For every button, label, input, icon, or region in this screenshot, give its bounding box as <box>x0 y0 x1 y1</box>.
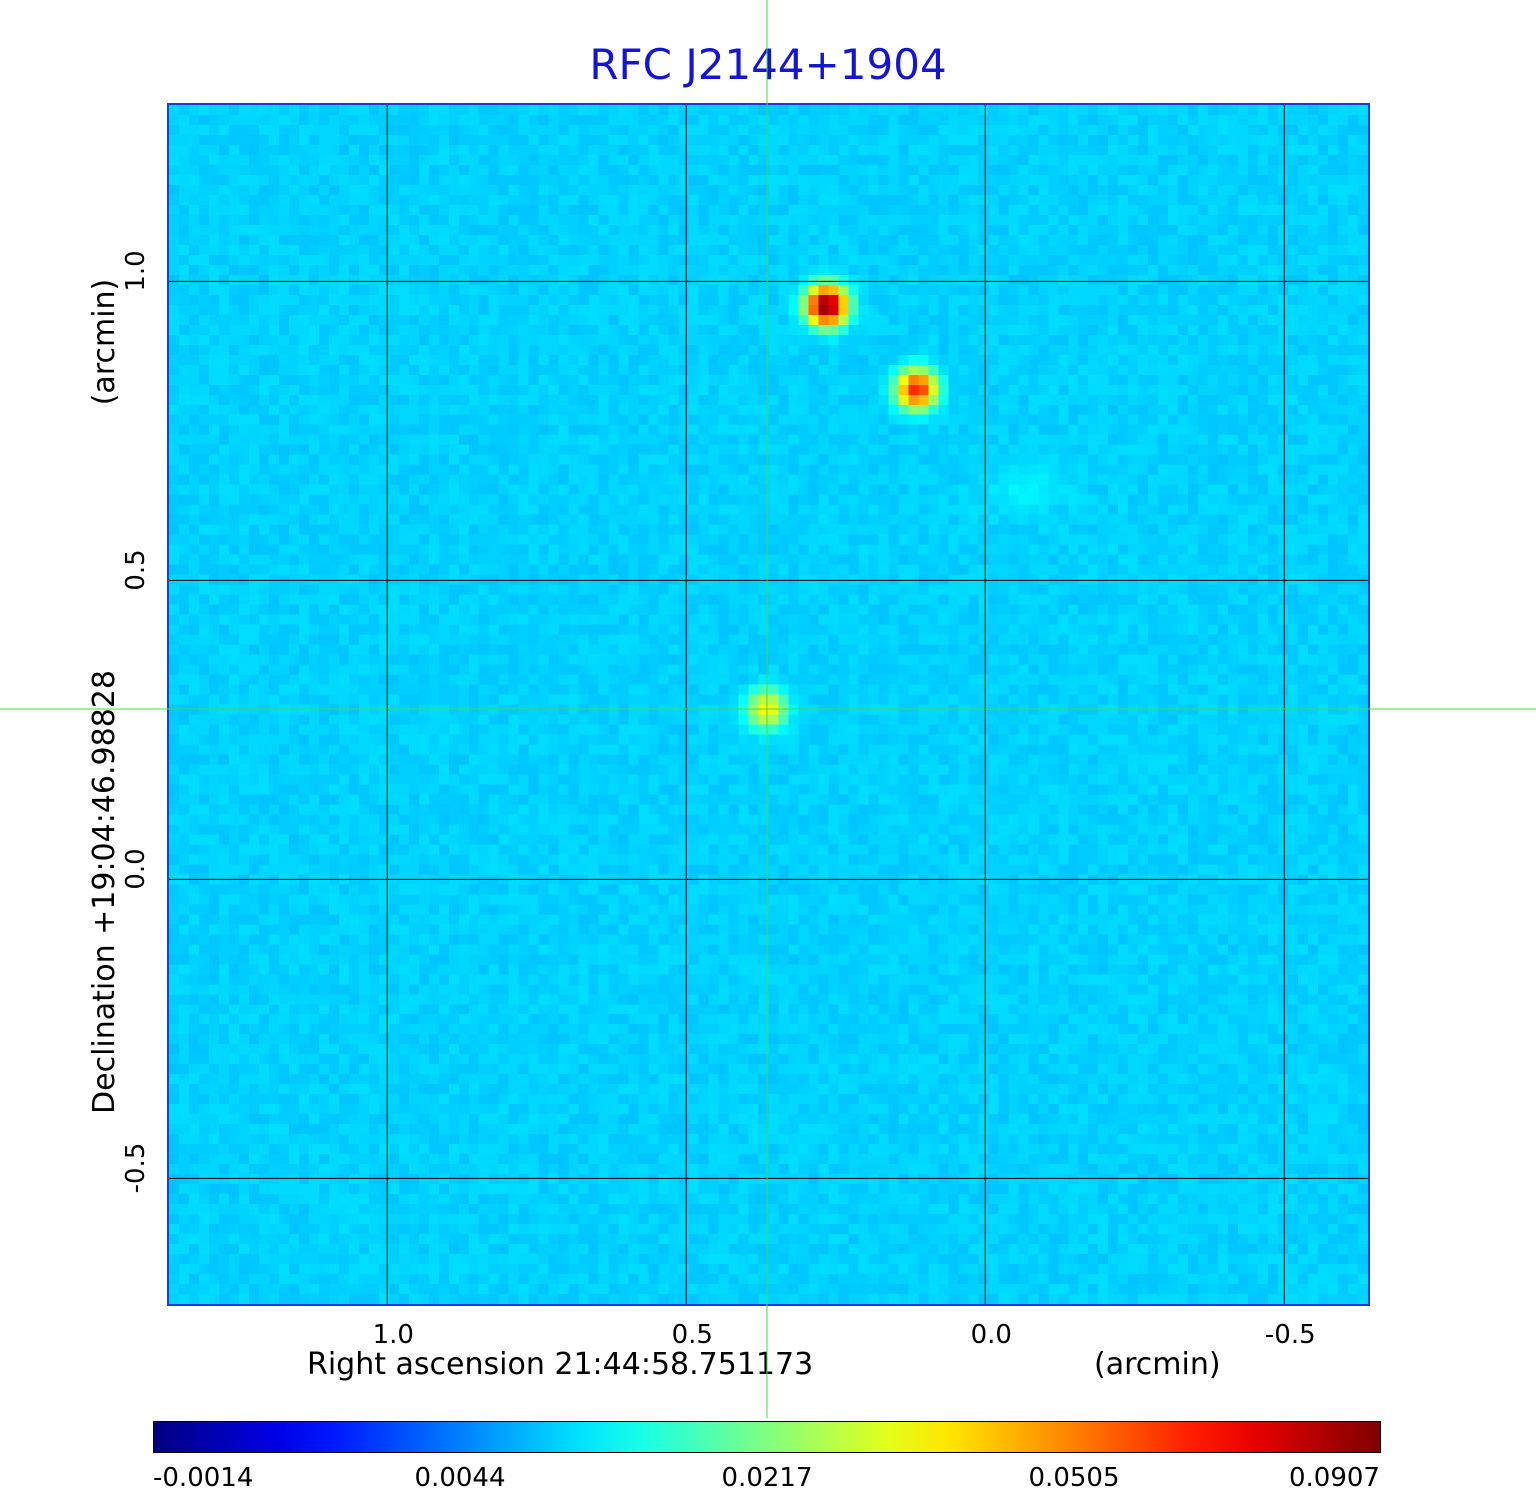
y-axis-unit: (arcmin) <box>87 278 122 406</box>
x-axis-label: Right ascension 21:44:58.751173 <box>307 1347 814 1382</box>
colorbar-label: -0.0014 <box>153 1463 254 1493</box>
sky-intensity-map <box>169 105 1368 1304</box>
x-axis-unit: (arcmin) <box>1094 1347 1221 1382</box>
image-title: RFC J2144+1904 <box>589 40 947 89</box>
sky-image-panel[interactable] <box>167 103 1370 1306</box>
colorbar <box>153 1421 1381 1453</box>
colorbar-label: 0.0907 <box>1289 1463 1380 1493</box>
x-tick-label: 1.0 <box>372 1320 414 1350</box>
y-tick-label: 0.5 <box>121 549 151 592</box>
x-tick-label: 0.5 <box>671 1320 713 1350</box>
colorbar-label: 0.0217 <box>721 1463 813 1493</box>
x-tick-label: -0.5 <box>1264 1320 1316 1350</box>
y-tick-label: 1.0 <box>121 250 151 293</box>
x-tick-label: 0.0 <box>970 1320 1012 1350</box>
coordinate-grid <box>169 105 1368 1304</box>
colorbar-label: 0.0044 <box>414 1463 506 1493</box>
y-axis-label: Declination +19:04:46.98828 <box>87 670 122 1114</box>
y-tick-label: 0.0 <box>121 848 151 891</box>
y-tick-label: -0.5 <box>121 1143 151 1194</box>
colorbar-label: 0.0505 <box>1028 1463 1120 1493</box>
